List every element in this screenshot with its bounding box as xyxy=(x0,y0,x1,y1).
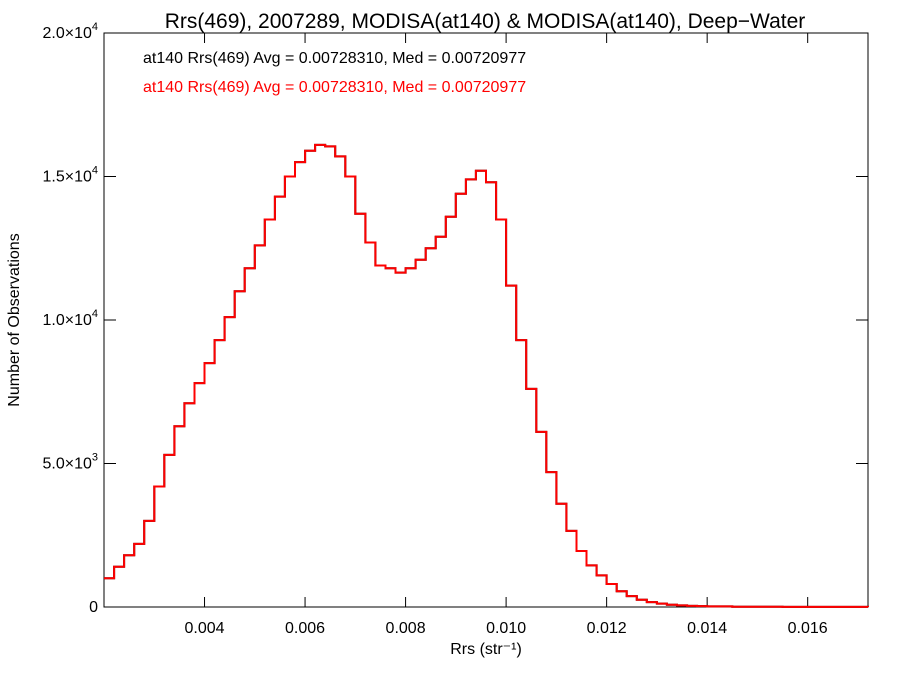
y-tick-label: 2.0×104 xyxy=(42,21,98,42)
x-axis: 0.004 0.006 0.008 0.010 0.012 0.014 0.016 xyxy=(185,33,828,637)
y-tick-exponent: 4 xyxy=(92,21,98,33)
y-tick-label: 5.0×103 xyxy=(42,452,98,473)
series-layer xyxy=(104,143,869,608)
y-tick-mantissa: 2.0×10 xyxy=(42,25,91,42)
legend-entry-2: at140 Rrs(469) Avg = 0.00728310, Med = 0… xyxy=(143,79,526,96)
x-axis-label: Rrs (str⁻¹) xyxy=(450,641,522,658)
y-tick-exponent: 4 xyxy=(92,308,98,320)
series-line-1 xyxy=(104,143,869,608)
x-tick-label: 0.012 xyxy=(587,620,627,637)
x-tick-label: 0.014 xyxy=(687,620,727,637)
x-tick-label: 0.004 xyxy=(185,620,225,637)
x-tick-label: 0.016 xyxy=(788,620,828,637)
y-axis-label: Number of Observations xyxy=(6,233,23,406)
y-tick-exponent: 3 xyxy=(92,452,98,464)
x-tick-label: 0.006 xyxy=(285,620,325,637)
chart-title: Rrs(469), 2007289, MODISA(at140) & MODIS… xyxy=(165,10,806,33)
x-tick-label: 0.010 xyxy=(486,620,526,637)
plot-frame xyxy=(103,32,869,608)
x-tick-label: 0.008 xyxy=(386,620,426,637)
y-tick-label: 0 xyxy=(89,599,98,616)
y-tick-mantissa: 1.0×10 xyxy=(42,312,91,329)
y-tick-mantissa: 1.5×10 xyxy=(42,169,91,186)
legend-entry-1: at140 Rrs(469) Avg = 0.00728310, Med = 0… xyxy=(143,50,526,67)
series-line-2 xyxy=(104,143,869,608)
y-tick-mantissa: 5.0×10 xyxy=(42,456,91,473)
y-tick-exponent: 4 xyxy=(92,165,98,177)
y-tick-label: 1.0×104 xyxy=(42,308,98,329)
y-tick-label: 1.5×104 xyxy=(42,165,98,186)
